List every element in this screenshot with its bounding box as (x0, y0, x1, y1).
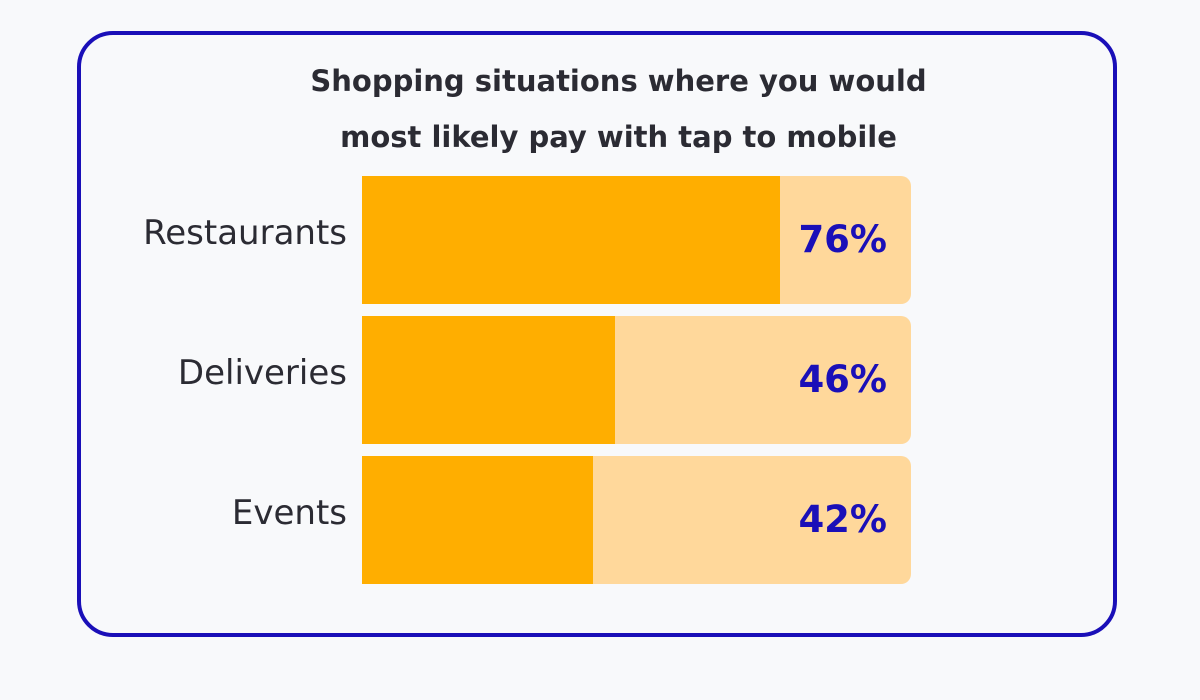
value-label-deliveries: 46% (798, 358, 887, 401)
category-label-restaurants: Restaurants (143, 213, 347, 253)
chart-title-line-1: Shopping situations where you would (310, 64, 927, 98)
value-label-restaurants: 76% (798, 218, 887, 261)
chart-title: Shopping situations where you would most… (0, 53, 1200, 165)
bar-track-events: 42% (362, 456, 911, 584)
category-label-events: Events (231, 493, 347, 533)
bar-restaurants (362, 176, 780, 304)
chart-title-line-2: most likely pay with tap to mobile (340, 120, 897, 154)
bar-events (362, 456, 593, 584)
bar-track-deliveries: 46% (362, 316, 911, 444)
bar-deliveries (362, 316, 615, 444)
bar-track-restaurants: 76% (362, 176, 911, 304)
category-label-deliveries: Deliveries (177, 353, 347, 393)
value-label-events: 42% (798, 498, 887, 541)
